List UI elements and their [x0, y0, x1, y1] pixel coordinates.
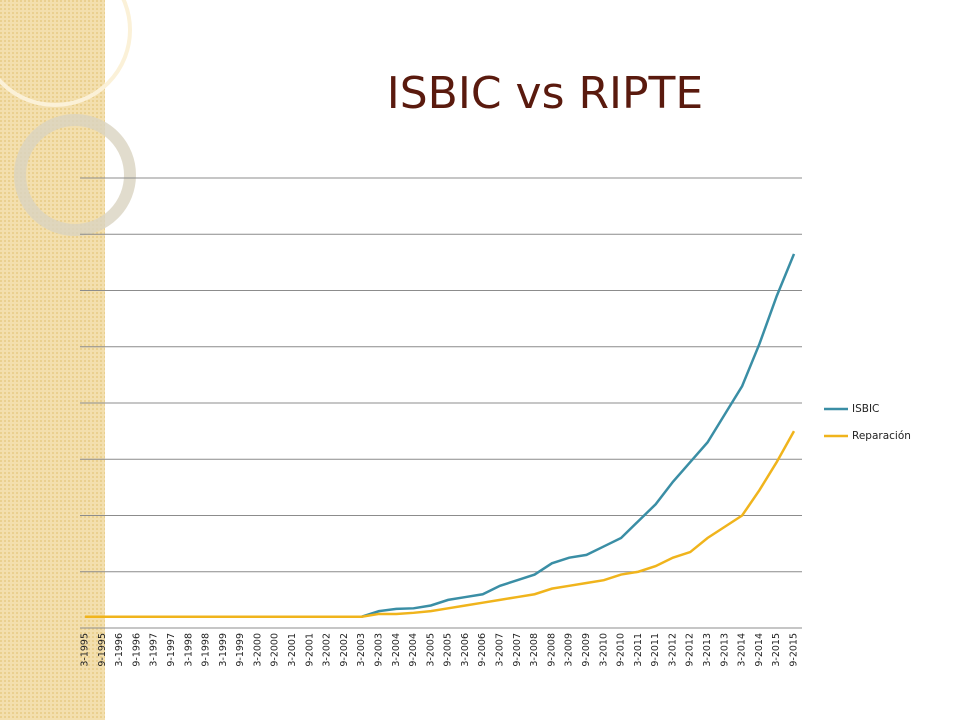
legend-label: ISBIC: [852, 403, 879, 415]
x-tick-label: 3-2006: [460, 633, 471, 667]
x-tick-label: 9-2004: [408, 633, 419, 667]
x-tick-label: 3-2000: [252, 633, 263, 667]
series-line: [85, 430, 796, 618]
x-tick-label: 3-2002: [322, 633, 333, 667]
x-tick-label: 3-2009: [564, 633, 575, 667]
x-tick-label: 9-2011: [650, 633, 661, 667]
x-tick-label: 9-2001: [304, 633, 315, 667]
x-tick-label: 3-1997: [149, 633, 160, 667]
x-tick-label: 9-2003: [373, 633, 384, 667]
x-tick-label: 9-1996: [131, 633, 142, 667]
x-tick-label: 9-1999: [235, 633, 246, 667]
x-tick-label: 9-2008: [546, 633, 557, 667]
x-tick-label: 9-2012: [685, 633, 696, 667]
x-tick-label: 3-2001: [287, 633, 298, 667]
x-tick-label: 3-2008: [529, 633, 540, 667]
x-tick-label: 3-2010: [598, 633, 609, 667]
series-line: [85, 253, 796, 618]
x-tick-label: 3-1996: [114, 633, 125, 667]
x-tick-label: 3-1998: [183, 633, 194, 667]
x-tick-label: 9-2010: [616, 633, 627, 667]
x-tick-label: 9-1998: [201, 633, 212, 667]
x-tick-label: 3-2011: [633, 633, 644, 667]
x-tick-label: 9-2006: [477, 633, 488, 667]
x-tick-label: 3-2013: [702, 633, 713, 667]
x-tick-label: 9-1995: [97, 633, 108, 667]
x-tick-label: 9-2013: [719, 633, 730, 667]
side-strip: [0, 0, 105, 720]
x-tick-label: 3-1995: [80, 633, 91, 667]
x-tick-label: 3-2007: [495, 633, 506, 667]
x-tick-label: 3-1999: [218, 633, 229, 667]
x-tick-label: 3-2012: [667, 633, 678, 667]
x-tick-label: 3-2004: [391, 633, 402, 667]
x-tick-label: 9-1997: [166, 633, 177, 667]
x-tick-label: 9-2005: [443, 633, 454, 667]
x-tick-label: 9-2009: [581, 633, 592, 667]
decor-circle: [0, 0, 132, 107]
x-tick-label: 9-2014: [754, 633, 765, 667]
x-tick-label: 9-2015: [789, 633, 800, 667]
chart-title: ISBIC vs RIPTE: [387, 68, 704, 119]
x-tick-label: 9-2000: [270, 633, 281, 667]
x-tick-label: 3-2015: [771, 633, 782, 667]
x-tick-label: 3-2014: [737, 633, 748, 667]
decor-ring: [14, 114, 136, 236]
legend-label: Reparación: [852, 430, 911, 442]
x-tick-label: 3-2003: [356, 633, 367, 667]
x-tick-label: 9-2007: [512, 633, 523, 667]
x-tick-label: 3-2005: [425, 633, 436, 667]
x-tick-label: 9-2002: [339, 633, 350, 667]
